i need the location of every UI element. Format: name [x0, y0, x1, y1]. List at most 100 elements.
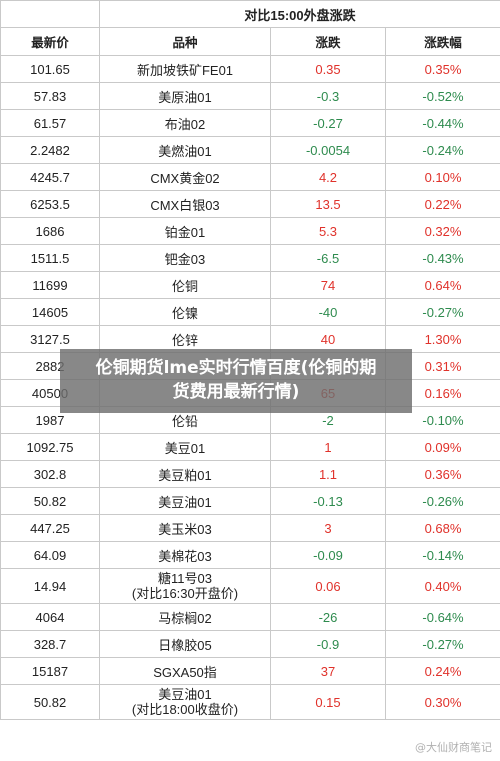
cell-change-pct: -0.43%: [384, 244, 500, 272]
cell-change-pct: 0.09%: [384, 433, 500, 461]
cell-name-text: 糖11号03: [158, 571, 212, 586]
table-row: 1686 铂金01 5.3 0.32%: [0, 217, 500, 245]
cell-name: 美燃油01: [99, 136, 271, 164]
cell-price: 447.25: [0, 514, 100, 542]
cell-change: -0.13: [270, 487, 386, 515]
cell-price: 64.09: [0, 541, 100, 569]
table-row: 61.57 布油02 -0.27 -0.44%: [0, 109, 500, 137]
cell-change: -0.3: [270, 82, 386, 110]
table-row: 6253.5 CMX白银03 13.5 0.22%: [0, 190, 500, 218]
cell-change: 74: [270, 271, 386, 299]
table-group-header-row: 对比15:00外盘涨跌: [0, 0, 500, 28]
cell-name-text: 美棉花03: [158, 548, 212, 564]
cell-change-pct: 0.32%: [384, 217, 500, 245]
cell-name-text: 布油02: [164, 116, 206, 132]
cell-price: 14.94: [0, 568, 100, 604]
cell-price: 14605: [0, 298, 100, 326]
cell-price: 50.82: [0, 487, 100, 515]
cell-name: 美豆油01 (对比18:00收盘价): [99, 684, 271, 720]
cell-name: 美玉米03: [99, 514, 271, 542]
cell-change-pct: 0.22%: [384, 190, 500, 218]
cell-change: -40: [270, 298, 386, 326]
cell-name: CMX黄金02: [99, 163, 271, 191]
cell-name-text: 马棕榈02: [158, 610, 212, 626]
cell-change: 4.2: [270, 163, 386, 191]
cell-change-pct: -0.24%: [384, 136, 500, 164]
cell-name-text: CMX黄金02: [150, 170, 220, 186]
cell-name: 新加坡铁矿FE01: [99, 55, 271, 83]
table-row: 1511.5 钯金03 -6.5 -0.43%: [0, 244, 500, 272]
header-change-pct: 涨跌幅: [384, 27, 500, 56]
cell-name-note: (对比18:00收盘价): [131, 702, 239, 717]
futures-quote-table: 对比15:00外盘涨跌 最新价 品种 涨跌 涨跌幅 101.65 新加坡铁矿FE0…: [0, 0, 500, 720]
cell-price: 15187: [0, 657, 100, 685]
cell-change: 40: [270, 325, 386, 353]
cell-change-pct: 0.10%: [384, 163, 500, 191]
cell-change: 5.3: [270, 217, 386, 245]
cell-change-pct: -0.64%: [384, 603, 500, 631]
cell-name: 美豆01: [99, 433, 271, 461]
cell-name-text: 美豆粕01: [158, 467, 212, 483]
cell-change-pct: 0.36%: [384, 460, 500, 488]
watermark: @大仙财商笔记: [415, 741, 492, 754]
cell-name-text: 伦铅: [171, 413, 198, 429]
cell-price: 328.7: [0, 630, 100, 658]
cell-name: 美豆油01: [99, 487, 271, 515]
header-name: 品种: [99, 27, 271, 56]
cell-name-text: 铂金01: [164, 224, 206, 240]
table-row: 2.2482 美燃油01 -0.0054 -0.24%: [0, 136, 500, 164]
cell-change: -6.5: [270, 244, 386, 272]
cell-change: 37: [270, 657, 386, 685]
table-row: 15187 SGXA50指 37 0.24%: [0, 657, 500, 685]
blank-corner-cell: [0, 0, 100, 28]
cell-name-text: 美豆油01: [158, 687, 212, 702]
cell-change-pct: -0.27%: [384, 630, 500, 658]
table-row: 14605 伦镍 -40 -0.27%: [0, 298, 500, 326]
cell-name: 美棉花03: [99, 541, 271, 569]
cell-name-text: 美原油01: [158, 89, 212, 105]
cell-name: 美豆粕01: [99, 460, 271, 488]
table-row: 11699 伦铜 74 0.64%: [0, 271, 500, 299]
cell-name-text: SGXA50指: [153, 664, 217, 680]
cell-name: 日橡胶05: [99, 630, 271, 658]
group-header-cell: 对比15:00外盘涨跌: [98, 0, 500, 28]
cell-price: 4245.7: [0, 163, 100, 191]
cell-name: 铂金01: [99, 217, 271, 245]
cell-price: 1092.75: [0, 433, 100, 461]
cell-change-pct: 0.40%: [384, 568, 500, 604]
cell-change-pct: 0.68%: [384, 514, 500, 542]
cell-change: -0.27: [270, 109, 386, 137]
cell-name-text: 日橡胶05: [158, 637, 212, 653]
table-row: 50.82 美豆油01 (对比18:00收盘价) 0.15 0.30%: [0, 684, 500, 720]
cell-name: 美原油01: [99, 82, 271, 110]
cell-change-pct: -0.14%: [384, 541, 500, 569]
cell-change: -26: [270, 603, 386, 631]
table-row: 328.7 日橡胶05 -0.9 -0.27%: [0, 630, 500, 658]
cell-change: -0.09: [270, 541, 386, 569]
cell-change-pct: -0.27%: [384, 298, 500, 326]
cell-price: 1686: [0, 217, 100, 245]
cell-change: 3: [270, 514, 386, 542]
cell-change: 0.15: [270, 684, 386, 720]
table-row: 3127.5 伦锌 40 1.30%: [0, 325, 500, 353]
cell-change-pct: 0.30%: [384, 684, 500, 720]
cell-name: 马棕榈02: [99, 603, 271, 631]
cell-change: 1.1: [270, 460, 386, 488]
cell-change-pct: -0.44%: [384, 109, 500, 137]
cell-name-text: 美豆01: [164, 440, 206, 456]
table-row: 4245.7 CMX黄金02 4.2 0.10%: [0, 163, 500, 191]
table-row: 14.94 糖11号03 (对比16:30开盘价) 0.06 0.40%: [0, 568, 500, 604]
cell-name: CMX白银03: [99, 190, 271, 218]
cell-change-pct: -0.52%: [384, 82, 500, 110]
cell-change: 13.5: [270, 190, 386, 218]
table-row: 64.09 美棉花03 -0.09 -0.14%: [0, 541, 500, 569]
table-row: 1092.75 美豆01 1 0.09%: [0, 433, 500, 461]
cell-name-text: 美燃油01: [158, 143, 212, 159]
table-row: 4064 马棕榈02 -26 -0.64%: [0, 603, 500, 631]
cell-change-pct: 0.35%: [384, 55, 500, 83]
cell-price: 57.83: [0, 82, 100, 110]
table-body: 101.65 新加坡铁矿FE01 0.35 0.35% 57.83 美原油01 -0.3 -0…: [0, 55, 500, 720]
cell-price: 3127.5: [0, 325, 100, 353]
cell-change: 0.35: [270, 55, 386, 83]
cell-name-text: 伦锌: [171, 332, 198, 348]
